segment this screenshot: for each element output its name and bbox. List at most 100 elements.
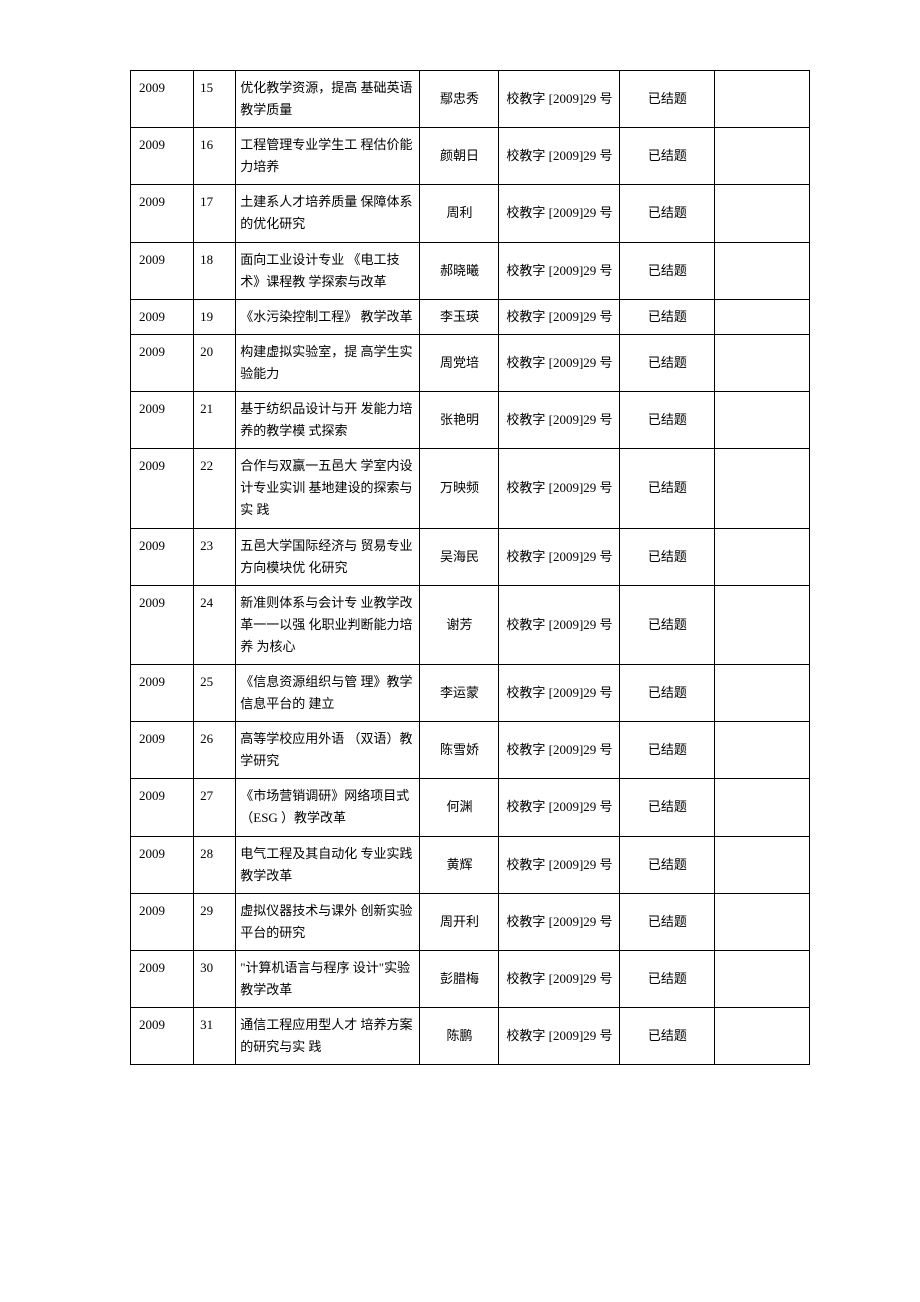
- cell-year: 2009: [131, 1008, 194, 1065]
- cell-person: 周利: [420, 185, 499, 242]
- cell-person: 郝晓曦: [420, 242, 499, 299]
- cell-status: 已结题: [620, 1008, 715, 1065]
- cell-status: 已结题: [620, 664, 715, 721]
- cell-title: 《信息资源组织与管 理》教学信息平台的 建立: [236, 664, 420, 721]
- table-row: 200922合作与双赢一五邑大 学室内设计专业实训 基地建设的探索与实 践万映频…: [131, 449, 810, 528]
- table-row: 200928电气工程及其自动化 专业实践教学改革黄辉校教字 [2009]29 号…: [131, 836, 810, 893]
- cell-empty: [715, 664, 810, 721]
- cell-status: 已结题: [620, 779, 715, 836]
- cell-doc: 校教字 [2009]29 号: [499, 722, 620, 779]
- cell-status: 已结题: [620, 185, 715, 242]
- cell-seq: 19: [194, 299, 236, 334]
- cell-person: 吴海民: [420, 528, 499, 585]
- cell-empty: [715, 128, 810, 185]
- cell-empty: [715, 836, 810, 893]
- cell-year: 2009: [131, 242, 194, 299]
- cell-year: 2009: [131, 664, 194, 721]
- cell-doc: 校教字 [2009]29 号: [499, 449, 620, 528]
- cell-title: 五邑大学国际经济与 贸易专业方向模块优 化研究: [236, 528, 420, 585]
- cell-seq: 28: [194, 836, 236, 893]
- cell-seq: 22: [194, 449, 236, 528]
- cell-empty: [715, 242, 810, 299]
- cell-empty: [715, 299, 810, 334]
- table-row: 200930"计算机语言与程序 设计"实验教学改革彭腊梅校教字 [2009]29…: [131, 950, 810, 1007]
- cell-person: 鄢忠秀: [420, 71, 499, 128]
- cell-seq: 18: [194, 242, 236, 299]
- cell-status: 已结题: [620, 71, 715, 128]
- cell-title: 面向工业设计专业 《电工技术》课程教 学探索与改革: [236, 242, 420, 299]
- cell-person: 颜朝日: [420, 128, 499, 185]
- cell-title: 工程管理专业学生工 程估价能力培养: [236, 128, 420, 185]
- cell-status: 已结题: [620, 449, 715, 528]
- cell-person: 谢芳: [420, 585, 499, 664]
- cell-empty: [715, 71, 810, 128]
- cell-person: 黄辉: [420, 836, 499, 893]
- cell-person: 李运蒙: [420, 664, 499, 721]
- cell-title: 虚拟仪器技术与课外 创新实验平台的研究: [236, 893, 420, 950]
- cell-year: 2009: [131, 893, 194, 950]
- cell-seq: 21: [194, 392, 236, 449]
- cell-person: 陈雪娇: [420, 722, 499, 779]
- cell-seq: 16: [194, 128, 236, 185]
- cell-year: 2009: [131, 392, 194, 449]
- cell-doc: 校教字 [2009]29 号: [499, 242, 620, 299]
- cell-empty: [715, 722, 810, 779]
- cell-title: 通信工程应用型人才 培养方案的研究与实 践: [236, 1008, 420, 1065]
- cell-person: 陈鹏: [420, 1008, 499, 1065]
- table-body: 200915优化教学资源，提高 基础英语教学质量鄢忠秀校教字 [2009]29 …: [131, 71, 810, 1065]
- data-table: 200915优化教学资源，提高 基础英语教学质量鄢忠秀校教字 [2009]29 …: [130, 70, 810, 1065]
- cell-year: 2009: [131, 722, 194, 779]
- cell-doc: 校教字 [2009]29 号: [499, 71, 620, 128]
- cell-doc: 校教字 [2009]29 号: [499, 1008, 620, 1065]
- table-row: 200926高等学校应用外语 （双语）教学研究陈雪娇校教字 [2009]29 号…: [131, 722, 810, 779]
- table-row: 200923五邑大学国际经济与 贸易专业方向模块优 化研究吴海民校教字 [200…: [131, 528, 810, 585]
- cell-person: 张艳明: [420, 392, 499, 449]
- cell-empty: [715, 1008, 810, 1065]
- cell-title: 新准则体系与会计专 业教学改革一一以强 化职业判断能力培养 为核心: [236, 585, 420, 664]
- cell-doc: 校教字 [2009]29 号: [499, 836, 620, 893]
- cell-seq: 15: [194, 71, 236, 128]
- cell-empty: [715, 392, 810, 449]
- table-row: 200921基于纺织品设计与开 发能力培养的教学模 式探索张艳明校教字 [200…: [131, 392, 810, 449]
- cell-seq: 24: [194, 585, 236, 664]
- cell-year: 2009: [131, 950, 194, 1007]
- cell-status: 已结题: [620, 128, 715, 185]
- cell-doc: 校教字 [2009]29 号: [499, 664, 620, 721]
- cell-doc: 校教字 [2009]29 号: [499, 585, 620, 664]
- cell-year: 2009: [131, 299, 194, 334]
- cell-person: 周党培: [420, 334, 499, 391]
- cell-title: 高等学校应用外语 （双语）教学研究: [236, 722, 420, 779]
- cell-doc: 校教字 [2009]29 号: [499, 299, 620, 334]
- cell-status: 已结题: [620, 585, 715, 664]
- cell-person: 周开利: [420, 893, 499, 950]
- cell-year: 2009: [131, 185, 194, 242]
- cell-doc: 校教字 [2009]29 号: [499, 392, 620, 449]
- cell-empty: [715, 334, 810, 391]
- cell-title: 优化教学资源，提高 基础英语教学质量: [236, 71, 420, 128]
- cell-seq: 17: [194, 185, 236, 242]
- cell-title: 基于纺织品设计与开 发能力培养的教学模 式探索: [236, 392, 420, 449]
- cell-year: 2009: [131, 128, 194, 185]
- cell-year: 2009: [131, 334, 194, 391]
- cell-seq: 20: [194, 334, 236, 391]
- cell-empty: [715, 449, 810, 528]
- cell-seq: 25: [194, 664, 236, 721]
- cell-title: 土建系人才培养质量 保障体系的优化研究: [236, 185, 420, 242]
- table-row: 200929虚拟仪器技术与课外 创新实验平台的研究周开利校教字 [2009]29…: [131, 893, 810, 950]
- table-row: 200925《信息资源组织与管 理》教学信息平台的 建立李运蒙校教字 [2009…: [131, 664, 810, 721]
- cell-status: 已结题: [620, 528, 715, 585]
- cell-doc: 校教字 [2009]29 号: [499, 779, 620, 836]
- cell-doc: 校教字 [2009]29 号: [499, 334, 620, 391]
- table-row: 200924新准则体系与会计专 业教学改革一一以强 化职业判断能力培养 为核心谢…: [131, 585, 810, 664]
- cell-title: "计算机语言与程序 设计"实验教学改革: [236, 950, 420, 1007]
- cell-title: 《市场营销调研》网络项目式（ESG ）教学改革: [236, 779, 420, 836]
- cell-doc: 校教字 [2009]29 号: [499, 528, 620, 585]
- cell-status: 已结题: [620, 836, 715, 893]
- cell-title: 《水污染控制工程》 教学改革: [236, 299, 420, 334]
- table-row: 200918面向工业设计专业 《电工技术》课程教 学探索与改革郝晓曦校教字 [2…: [131, 242, 810, 299]
- cell-empty: [715, 779, 810, 836]
- cell-seq: 31: [194, 1008, 236, 1065]
- cell-year: 2009: [131, 71, 194, 128]
- table-row: 200917土建系人才培养质量 保障体系的优化研究周利校教字 [2009]29 …: [131, 185, 810, 242]
- cell-title: 构建虚拟实验室，提 高学生实验能力: [236, 334, 420, 391]
